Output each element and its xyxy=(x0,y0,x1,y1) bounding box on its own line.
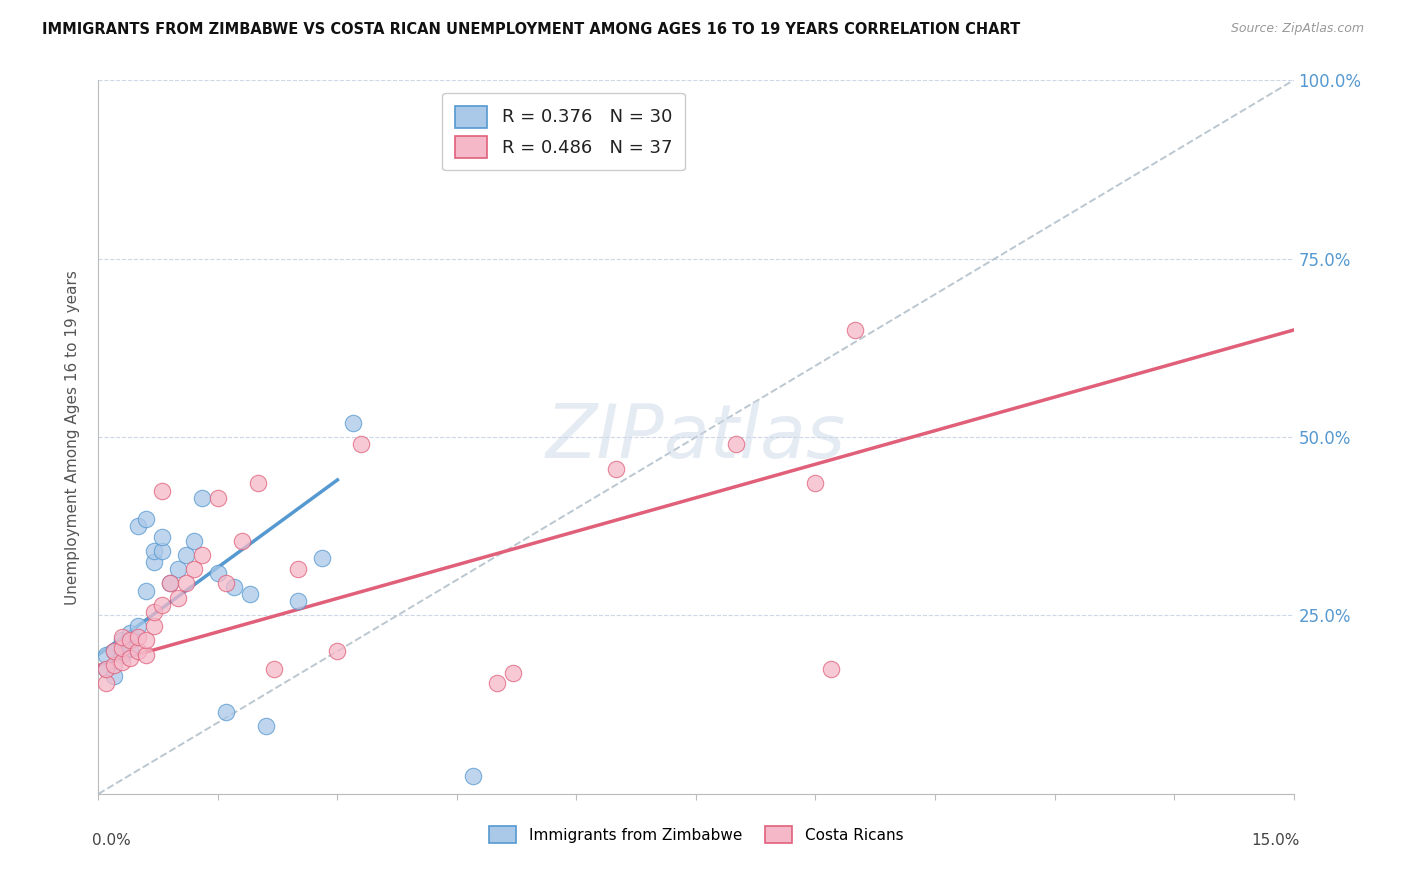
Point xyxy=(215,576,238,591)
Point xyxy=(143,619,166,633)
Point xyxy=(222,580,245,594)
Point xyxy=(103,669,125,683)
Point xyxy=(191,548,214,562)
Point xyxy=(215,705,238,719)
Point xyxy=(183,562,205,576)
Point xyxy=(287,562,309,576)
Point xyxy=(103,644,125,658)
Point xyxy=(135,633,157,648)
Point xyxy=(804,476,827,491)
Point xyxy=(287,594,309,608)
Point xyxy=(143,605,166,619)
Point xyxy=(183,533,205,548)
Point xyxy=(263,662,285,676)
Point xyxy=(150,483,173,498)
Point xyxy=(605,462,627,476)
Point xyxy=(111,655,134,669)
Point xyxy=(342,416,364,430)
Point xyxy=(326,644,349,658)
Point xyxy=(485,676,508,690)
Point xyxy=(120,626,142,640)
Text: ZIPatlas: ZIPatlas xyxy=(546,401,846,473)
Point xyxy=(127,644,149,658)
Point xyxy=(167,562,190,576)
Point xyxy=(150,598,173,612)
Text: 0.0%: 0.0% xyxy=(93,833,131,848)
Point xyxy=(150,530,173,544)
Point xyxy=(239,587,262,601)
Point xyxy=(174,548,197,562)
Point xyxy=(254,719,277,733)
Y-axis label: Unemployment Among Ages 16 to 19 years: Unemployment Among Ages 16 to 19 years xyxy=(65,269,80,605)
Point xyxy=(96,662,118,676)
Point xyxy=(167,591,190,605)
Legend: Immigrants from Zimbabwe, Costa Ricans: Immigrants from Zimbabwe, Costa Ricans xyxy=(481,819,911,850)
Text: 15.0%: 15.0% xyxy=(1251,833,1299,848)
Point xyxy=(111,640,134,655)
Point xyxy=(120,640,142,655)
Point xyxy=(103,658,125,673)
Point xyxy=(120,633,142,648)
Point xyxy=(231,533,253,548)
Point xyxy=(311,551,333,566)
Point xyxy=(350,437,373,451)
Point xyxy=(135,648,157,662)
Point xyxy=(820,662,842,676)
Point xyxy=(246,476,269,491)
Point xyxy=(111,630,134,644)
Point xyxy=(191,491,214,505)
Point xyxy=(207,491,229,505)
Point xyxy=(143,555,166,569)
Point xyxy=(111,648,134,662)
Point xyxy=(127,630,149,644)
Point xyxy=(461,769,484,783)
Point xyxy=(724,437,747,451)
Point xyxy=(159,576,181,591)
Point xyxy=(127,619,149,633)
Point xyxy=(207,566,229,580)
Point xyxy=(127,519,149,533)
Point xyxy=(96,648,118,662)
Point xyxy=(150,544,173,558)
Point xyxy=(111,633,134,648)
Point xyxy=(103,644,125,658)
Point xyxy=(96,676,118,690)
Point xyxy=(159,576,181,591)
Point xyxy=(120,651,142,665)
Point xyxy=(96,662,118,676)
Point xyxy=(174,576,197,591)
Point xyxy=(135,512,157,526)
Point xyxy=(502,665,524,680)
Text: IMMIGRANTS FROM ZIMBABWE VS COSTA RICAN UNEMPLOYMENT AMONG AGES 16 TO 19 YEARS C: IMMIGRANTS FROM ZIMBABWE VS COSTA RICAN … xyxy=(42,22,1021,37)
Text: Source: ZipAtlas.com: Source: ZipAtlas.com xyxy=(1230,22,1364,36)
Point xyxy=(143,544,166,558)
Point xyxy=(135,583,157,598)
Point xyxy=(844,323,866,337)
